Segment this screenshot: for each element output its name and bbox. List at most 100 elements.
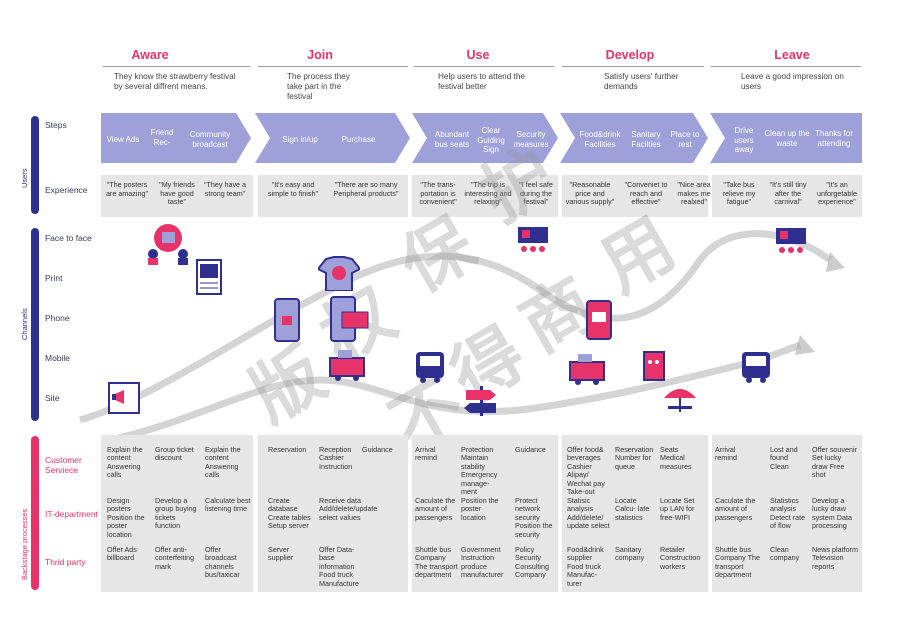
backstage-cs: Offer food& beverages Cashier Alipay/ We…: [567, 445, 605, 497]
row-label-mobile: Mobile: [45, 353, 71, 363]
food-truck-icon: [329, 350, 365, 381]
backstage-cs: Reservation Number for queue: [615, 445, 654, 471]
backstage-third: Government Instruction produce manufactu…: [461, 545, 504, 580]
step-label: Place to rest: [670, 130, 700, 149]
steps-chevron-aware: [101, 113, 251, 163]
experience-quote: "It's still tiny after the carnival": [769, 180, 807, 206]
backstage-third: Offer broadcast channels bus/taxicar: [205, 545, 240, 580]
experience-quote: "My friends have good taste": [159, 180, 195, 206]
backstage-cs: Seats Medical measures: [660, 445, 692, 471]
phase-desc-develop: Satisfy users' further demands: [604, 72, 679, 91]
people-like-icon: [148, 224, 188, 265]
backstage-it: Statistics analysis Detect rate of flow: [770, 496, 806, 531]
experience-band: [712, 175, 862, 217]
tshirt-icon: [318, 256, 360, 291]
step-label: Thanks for attending: [815, 129, 853, 148]
backstage-third: Sanitary company: [615, 545, 645, 563]
experience-quote: "The trip is interesting and relaxing": [464, 180, 512, 206]
steps-chevron-join: [255, 113, 410, 163]
backstage-cs: Guidance: [362, 445, 393, 454]
backstage-third: Shuttle bus Company The transport depart…: [715, 545, 761, 580]
row-label-site: Site: [45, 393, 60, 403]
channels-section-bar: [31, 228, 39, 421]
phase-desc-leave: Leave a good impression on users: [741, 72, 844, 91]
row-label-face: Face to face: [45, 233, 92, 243]
backstage-band: [101, 435, 253, 592]
backstage-it: Caculate the amount of passengers: [715, 496, 756, 522]
phase-title-join: Join: [307, 48, 333, 62]
backstage-section-bar: [31, 436, 39, 590]
row-label-third-party: Thrid party: [45, 557, 86, 567]
steps-chevron-leave: [710, 113, 862, 163]
staff-team-icon: [776, 228, 806, 253]
backstage-cs: Explain the content Answering calls: [205, 445, 241, 480]
backstage-it: Create database Create tables Setup serv…: [268, 496, 311, 531]
experience-quote: "The posters are amazing": [105, 180, 149, 198]
row-label-experience: Experience: [45, 185, 88, 195]
backstage-cs: Arrival remind: [415, 445, 437, 463]
experience-quote: "It's an unforgetable experience": [817, 180, 857, 206]
phase-title-use: Use: [466, 48, 490, 62]
step-label: Drive users away: [734, 126, 754, 154]
experience-quote: "Nice area makes me realxed": [677, 180, 711, 206]
backstage-it: Develop a group buying tickets function: [155, 496, 197, 531]
experience-quote: "The trans- portation is convenient": [419, 180, 457, 206]
step-label: Clear Guiding Sign: [477, 126, 505, 154]
step-label: Community broadcast: [189, 130, 231, 149]
experience-quote: "They have a strong team": [203, 180, 247, 198]
backstage-third: Clean company: [770, 545, 800, 563]
row-label-print: Print: [45, 273, 63, 283]
phase-title-develop: Develop: [605, 48, 655, 62]
backstage-cs: Guidance: [515, 445, 546, 454]
backstage-it: Design posters Position the poster locat…: [107, 496, 145, 539]
experience-quote: "Conveniet to reach and effective": [624, 180, 668, 206]
backstage-it: Develop a lucky draw system Data process…: [812, 496, 852, 531]
backstage-band: [412, 435, 558, 592]
backstage-it: Position the poster location: [461, 496, 499, 522]
backstage-third: News platform Television reports: [812, 545, 858, 571]
backstage-third: Offer anti- conterfeiting mark: [155, 545, 195, 571]
phone-card-icon: [330, 296, 369, 342]
phase-divider: [414, 66, 554, 67]
row-label-it-department: IT-department: [45, 509, 98, 519]
experience-band: [562, 175, 708, 217]
phase-title-leave: Leave: [774, 48, 810, 62]
backstage-band: [258, 435, 408, 592]
step-label: Sanitary Facilties: [631, 130, 661, 149]
phase-divider: [562, 66, 704, 67]
backstage-third: Offer Ads billboard: [107, 545, 137, 563]
backstage-band: [562, 435, 708, 592]
bus-icon: [416, 352, 444, 383]
backstage-third: Shuttle bus Company The transport depart…: [415, 545, 458, 580]
experience-quote: "There are so many Peripheral products": [333, 180, 399, 198]
backstage-it: Calculate best listening time: [205, 496, 251, 514]
umbrella-table-icon: [664, 389, 696, 412]
backstage-third: Policy Security Consulting Company: [515, 545, 549, 580]
phase-desc-use: Help users to attend the festival better: [438, 72, 525, 91]
experience-band: [101, 175, 253, 217]
phase-desc-aware: They know the strawberry festival by sev…: [114, 72, 236, 91]
backstage-it: Receive data Add/delete/update select va…: [319, 496, 378, 522]
step-label: Security measures: [513, 130, 549, 149]
users-section-bar: [31, 116, 39, 214]
step-label: Clean up the waste: [764, 129, 810, 148]
backstage-cs: Offer souvenir Set lucky draw Free shot: [812, 445, 858, 480]
security-guard-icon: [518, 227, 548, 252]
backstage-third: Offer Data- base information Food truck …: [319, 545, 359, 588]
experience-band: [412, 175, 558, 217]
row-label-customer-service: Customer Serviece: [45, 455, 82, 475]
phase-divider: [711, 66, 861, 67]
backstage-cs: Protection Maintain stability Emergency …: [461, 445, 498, 497]
backstage-band: [712, 435, 862, 592]
phase-divider: [258, 66, 408, 67]
backstage-it: Locate Calcu- late statistics: [615, 496, 650, 522]
poster-icon: [196, 259, 222, 295]
experience-quote: "Take bus relieve my fatigue": [722, 180, 756, 206]
backstage-third: Server supplier: [268, 545, 294, 563]
signpost-icon: [464, 386, 496, 416]
backstage-it: Protect network security Position the se…: [515, 496, 553, 539]
step-label: Sign in/up: [282, 135, 318, 144]
step-label: Purchase: [341, 135, 376, 144]
step-label: View Ads: [106, 135, 140, 144]
